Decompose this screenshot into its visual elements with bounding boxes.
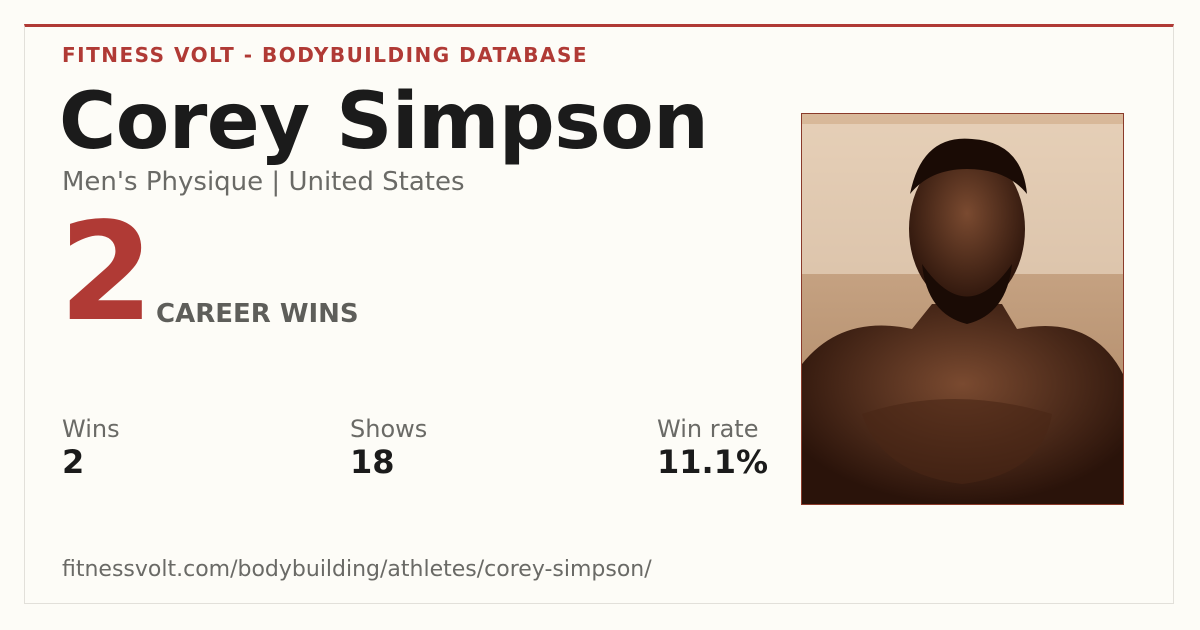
brand: FITNESS VOLT - BODYBUILDING DATABASE <box>62 43 589 67</box>
career-wins-value: 2 <box>59 194 154 352</box>
career-wins-label: CAREER WINS <box>156 299 359 329</box>
stat-value: 18 <box>350 443 395 481</box>
athlete-subtitle: Men's Physique | United States <box>62 167 465 197</box>
stat-value: 11.1% <box>657 443 769 481</box>
profile-url: fitnessvolt.com/bodybuilding/athletes/co… <box>62 557 652 582</box>
stat-label: Shows <box>350 415 428 443</box>
stat-label: Win rate <box>657 415 759 443</box>
athlete-photo <box>801 113 1124 505</box>
stat-value: 2 <box>62 443 85 481</box>
athlete-name: Corey Simpson <box>59 77 709 167</box>
card: FITNESS VOLT - BODYBUILDING DATABASE Cor… <box>24 24 1174 604</box>
stat-label: Wins <box>62 415 120 443</box>
